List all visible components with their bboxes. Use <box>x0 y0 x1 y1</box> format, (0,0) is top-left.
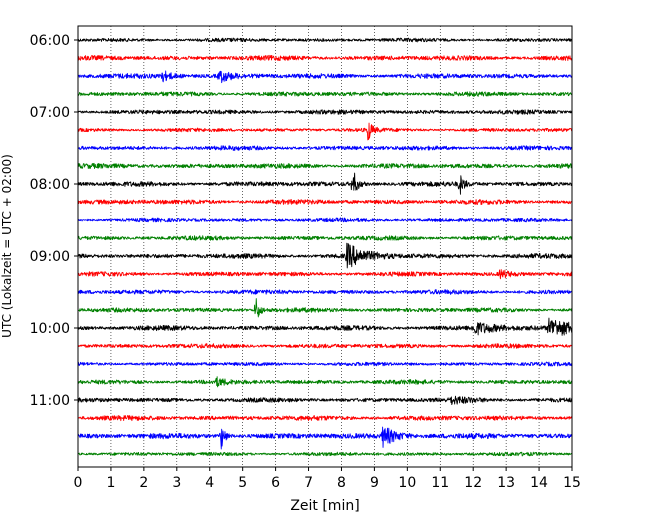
x-tick-label: 12 <box>464 475 482 491</box>
y-axis-ticks: 06:00 07:00 08:00 09:00 10:00 11:00 <box>30 33 78 409</box>
x-tick-label: 2 <box>139 475 148 491</box>
x-axis-label: Zeit [min] <box>290 498 359 514</box>
y-tick-label: 06:00 <box>30 33 70 49</box>
x-tick-label: 7 <box>304 475 313 491</box>
y-tick-label: 07:00 <box>30 105 70 121</box>
x-tick-label: 10 <box>398 475 416 491</box>
trace-row <box>77 426 573 450</box>
x-tick-label: 14 <box>530 475 548 491</box>
trace-row <box>77 109 573 115</box>
trace-row <box>77 289 573 295</box>
trace-row <box>77 172 573 195</box>
seismogram-traces <box>77 37 573 457</box>
plot-background <box>78 26 572 467</box>
x-tick-label: 15 <box>563 475 581 491</box>
x-tick-label: 9 <box>370 475 379 491</box>
trace-row <box>77 376 573 388</box>
x-tick-label: 4 <box>205 475 214 491</box>
x-tick-label: 6 <box>271 475 280 491</box>
x-tick-label: 0 <box>74 475 83 491</box>
trace-row <box>77 37 573 43</box>
x-tick-label: 13 <box>497 475 515 491</box>
trace-row <box>77 145 573 151</box>
x-axis-ticks: 0 1 2 3 4 5 6 7 8 9 10 11 12 13 14 15 <box>74 467 581 491</box>
trace-row <box>77 343 573 349</box>
trace-row <box>77 242 573 269</box>
trace-row <box>77 414 573 422</box>
plot-frame <box>77 25 573 468</box>
x-tick-label: 8 <box>337 475 346 491</box>
trace-row <box>77 361 573 367</box>
x-tick-label: 5 <box>238 475 247 491</box>
y-axis-label: UTC (Lokalzeit = UTC + 02:00) <box>0 154 14 338</box>
trace-row <box>77 235 573 241</box>
trace-row <box>77 217 573 223</box>
trace-row <box>77 70 573 84</box>
trace-row <box>77 298 573 318</box>
y-tick-label: 09:00 <box>30 249 70 265</box>
trace-row <box>77 122 573 141</box>
trace-row <box>77 54 573 61</box>
trace-row <box>77 269 573 280</box>
y-tick-label: 08:00 <box>30 177 70 193</box>
trace-row <box>77 198 573 206</box>
x-tick-label: 11 <box>431 475 449 491</box>
trace-row <box>77 91 573 97</box>
trace-row <box>77 395 573 406</box>
trace-row <box>77 451 573 457</box>
trace-row <box>77 162 573 170</box>
x-tick-label: 1 <box>106 475 115 491</box>
trace-row <box>77 317 573 336</box>
x-tick-label: 3 <box>172 475 181 491</box>
y-tick-label: 11:00 <box>30 393 70 409</box>
y-tick-label: 10:00 <box>30 321 70 337</box>
